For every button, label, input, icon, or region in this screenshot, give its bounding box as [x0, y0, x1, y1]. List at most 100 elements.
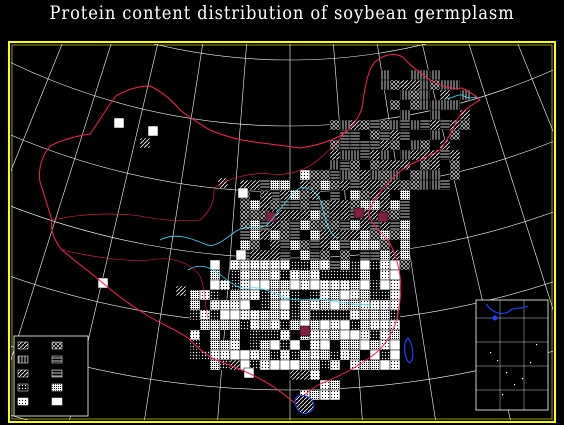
grid-cell	[289, 299, 301, 311]
grid-cell	[389, 229, 401, 241]
grid-cell	[249, 179, 261, 191]
grid-cell	[259, 339, 271, 351]
grid-cell	[299, 259, 311, 271]
grid-cell	[319, 379, 331, 391]
grid-cell	[389, 209, 401, 221]
grid-cell	[249, 259, 261, 271]
grid-cell	[309, 209, 321, 221]
grid-cell	[299, 249, 311, 261]
grid-cell	[339, 169, 351, 181]
grid-cell	[379, 129, 391, 141]
grid-cell	[269, 239, 281, 251]
grid-cell	[339, 339, 351, 351]
grid-cell	[389, 159, 401, 171]
grid-cell	[389, 79, 401, 91]
grid-cell	[235, 249, 247, 261]
grid-cell	[399, 259, 411, 271]
grid-cell	[359, 339, 371, 351]
grid-cell	[409, 79, 421, 91]
grid-cell	[329, 309, 341, 321]
grid-cell	[239, 289, 251, 301]
legend-swatch	[51, 369, 63, 378]
grid-cell	[259, 319, 271, 331]
grid-cell	[359, 359, 371, 371]
grid-cell	[329, 349, 341, 361]
grid-cell	[429, 109, 441, 121]
grid-cell	[279, 209, 291, 221]
grid-cell	[439, 149, 451, 161]
grid-cell	[189, 309, 201, 321]
grid-cell	[319, 259, 331, 271]
grid-cell	[419, 99, 431, 111]
grid-cell	[399, 179, 411, 191]
grid-cell	[289, 259, 301, 271]
grid-cell	[299, 359, 311, 371]
grid-cell	[439, 179, 451, 191]
grid-cell	[389, 119, 401, 131]
grid-cell	[339, 259, 351, 271]
grid-cell	[339, 309, 351, 321]
grid-cell	[319, 269, 331, 281]
grid-cell	[299, 199, 311, 211]
grid-cell	[369, 339, 381, 351]
grid-cell	[349, 309, 361, 321]
grid-cell	[369, 349, 381, 361]
grid-cell	[209, 359, 221, 371]
grid-cell	[409, 149, 421, 161]
legend	[13, 335, 89, 417]
grid-cell	[379, 309, 391, 321]
grid-cell	[299, 349, 311, 361]
grid-cell	[249, 249, 261, 261]
yangtze-river	[187, 265, 373, 305]
grid-cell	[339, 319, 351, 331]
grid-cell	[229, 339, 241, 351]
grid-cell	[299, 209, 311, 221]
grid-cell	[113, 117, 125, 129]
grid-cell	[229, 259, 241, 271]
grid-cell	[209, 289, 221, 301]
grid-cell	[259, 229, 271, 241]
map-frame-inner	[11, 44, 553, 420]
grid-cell	[379, 299, 391, 311]
grid-cell	[419, 149, 431, 161]
grid-cell	[259, 349, 271, 361]
grid-cell	[319, 329, 331, 341]
grid-cell	[219, 319, 231, 331]
grid-cell	[239, 269, 251, 281]
grid-cell	[379, 189, 391, 201]
grid-cell	[299, 369, 311, 381]
map-frame	[8, 41, 556, 423]
grid-cell	[309, 199, 321, 211]
grid-cell	[309, 289, 321, 301]
grid-cell	[339, 179, 351, 191]
grid-cell	[429, 159, 441, 171]
grid-cell	[309, 219, 321, 231]
grid-cell	[349, 329, 361, 341]
grid-cell-highlight	[377, 211, 389, 223]
grid-cell	[289, 349, 301, 361]
grid-cell	[279, 359, 291, 371]
grid-cell	[439, 119, 451, 131]
grid-cell	[379, 169, 391, 181]
grid-cell	[399, 119, 411, 131]
grid-cell	[259, 299, 271, 311]
grid-cell	[339, 149, 351, 161]
grid-cell	[229, 289, 241, 301]
yellow-river	[159, 187, 339, 246]
grid-cell	[329, 279, 341, 291]
hainan-island	[294, 395, 315, 414]
grid-cell	[209, 339, 221, 351]
grid-cell	[419, 179, 431, 191]
grid-cell	[349, 299, 361, 311]
grid-cell	[339, 289, 351, 301]
grid-cell	[389, 169, 401, 181]
grid-cell	[319, 339, 331, 351]
grid-cell	[269, 309, 281, 321]
legend-swatch	[51, 397, 63, 406]
grid-cell	[339, 119, 351, 131]
grid-cell	[279, 299, 291, 311]
grid-cell	[239, 259, 251, 271]
grid-cell	[209, 319, 221, 331]
northeast-river	[445, 94, 479, 99]
grid-cell	[359, 149, 371, 161]
